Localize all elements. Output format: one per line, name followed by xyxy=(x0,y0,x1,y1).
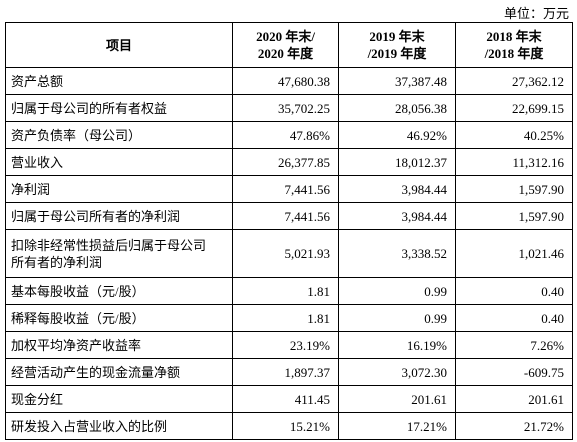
header-text: 2019 年末 xyxy=(369,29,425,44)
value-cell: 40.25% xyxy=(455,121,573,149)
row-label: 净利润 xyxy=(11,181,51,197)
row-label: 研发投入占营业收入的比例 xyxy=(11,418,168,434)
value-cell: 23.19% xyxy=(232,331,339,359)
row-label-cell: 资产负债率（母公司） xyxy=(5,121,233,149)
table-row: 稀释每股收益（元/股） 1.81 0.99 0.40 xyxy=(5,304,573,332)
table-row: 现金分红 411.45 201.61 201.61 xyxy=(5,385,573,413)
value-cell: 1,597.90 xyxy=(455,202,573,230)
row-label-cell: 加权平均净资产收益率 xyxy=(5,331,233,359)
value-cell: 0.40 xyxy=(455,304,573,332)
row-label-cell: 研发投入占营业收入的比例 xyxy=(5,412,233,440)
value-cell: 18,012.37 xyxy=(338,148,456,176)
table-row: 归属于母公司所有者的净利润 7,441.56 3,984.44 1,597.90 xyxy=(5,202,573,230)
value-cell: 0.40 xyxy=(455,277,573,305)
value-cell: 0.99 xyxy=(338,277,456,305)
value-cell: 7.26% xyxy=(455,331,573,359)
header-text: 2020 年末/ xyxy=(256,29,315,44)
row-label-cell: 归属于母公司所有者的净利润 xyxy=(5,202,233,230)
financial-table: 项目 2020 年末/2020 年度 2019 年末/2019 年度 2018 年末 /… xyxy=(5,22,573,440)
row-label-cell: 基本每股收益（元/股） xyxy=(5,277,233,305)
row-label: 扣除非经常性损益后归属于母公司 xyxy=(11,237,207,253)
row-label: 资产负债率（母公司） xyxy=(11,127,142,143)
table-row: 经营活动产生的现金流量净额 1,897.37 3,072.30 -609.75 xyxy=(5,358,573,386)
value-cell: 47,680.38 xyxy=(232,67,339,95)
value-cell: 201.61 xyxy=(338,385,456,413)
row-label: 现金分红 xyxy=(11,391,64,407)
value-cell: 5,021.93 xyxy=(232,229,339,278)
value-cell: 3,072.30 xyxy=(338,358,456,386)
value-cell: 28,056.38 xyxy=(338,94,456,122)
row-label-cell: 营业收入 xyxy=(5,148,233,176)
value-cell: 27,362.12 xyxy=(455,67,573,95)
table-row: 净利润 7,441.56 3,984.44 1,597.90 xyxy=(5,175,573,203)
table-row: 营业收入 26,377.85 18,012.37 11,312.16 xyxy=(5,148,573,176)
table-row: 资产总额 47,680.38 37,387.48 27,362.12 xyxy=(5,67,573,95)
table-row: 资产负债率（母公司） 47.86% 46.92% 40.25% xyxy=(5,121,573,149)
value-cell: 1,897.37 xyxy=(232,358,339,386)
row-label-cell: 扣除非经常性损益后归属于母公司 所有者的净利润 xyxy=(5,229,233,278)
value-cell: 16.19% xyxy=(338,331,456,359)
value-cell: 17.21% xyxy=(338,412,456,440)
table-row: 基本每股收益（元/股） 1.81 0.99 0.40 xyxy=(5,277,573,305)
value-cell: 7,441.56 xyxy=(232,202,339,230)
table-row: 加权平均净资产收益率 23.19% 16.19% 7.26% xyxy=(5,331,573,359)
value-cell: 15.21% xyxy=(232,412,339,440)
value-cell: 26,377.85 xyxy=(232,148,339,176)
value-cell: 22,699.15 xyxy=(455,94,573,122)
header-text: 项目 xyxy=(105,37,132,53)
unit-label: 单位：万元 xyxy=(503,6,569,21)
row-label-cell: 现金分红 xyxy=(5,385,233,413)
row-label-cell: 稀释每股收益（元/股） xyxy=(5,304,233,332)
row-label: 加权平均净资产收益率 xyxy=(11,337,142,353)
header-cell: 2020 年末/2020 年度 xyxy=(232,22,339,68)
row-label-cell: 资产总额 xyxy=(5,67,233,95)
table-row: 研发投入占营业收入的比例 15.21% 17.21% 21.72% xyxy=(5,412,573,440)
row-label: 经营活动产生的现金流量净额 xyxy=(11,364,181,380)
value-cell: 1,021.46 xyxy=(455,229,573,278)
table-row: 扣除非经常性损益后归属于母公司 所有者的净利润 5,021.93 3,338.52 1,… xyxy=(5,229,573,278)
header-cell: 2018 年末/2018 年度 xyxy=(455,22,573,68)
value-cell: 37,387.48 xyxy=(338,67,456,95)
value-cell: 3,338.52 xyxy=(338,229,456,278)
header-text: 2020 年度 xyxy=(257,46,314,61)
header-cell: 2019 年末/2019 年度 xyxy=(338,22,456,68)
table-body: 资产总额 47,680.38 37,387.48 27,362.12 归属于母公司的所有… xyxy=(5,67,573,440)
value-cell: 411.45 xyxy=(232,385,339,413)
value-cell: 3,984.44 xyxy=(338,202,456,230)
row-label: 稀释每股收益（元/股） xyxy=(11,310,145,326)
value-cell: 3,984.44 xyxy=(338,175,456,203)
table-row: 归属于母公司的所有者权益 35,702.25 28,056.38 22,699.15 xyxy=(5,94,573,122)
value-cell: 21.72% xyxy=(455,412,573,440)
value-cell: 1,597.90 xyxy=(455,175,573,203)
row-label: 营业收入 xyxy=(11,154,64,170)
row-label: 归属于母公司所有者的净利润 xyxy=(11,208,181,224)
value-cell: 11,312.16 xyxy=(455,148,573,176)
row-label-cell: 经营活动产生的现金流量净额 xyxy=(5,358,233,386)
header-cell: 项目 xyxy=(5,22,233,68)
value-cell: 1.81 xyxy=(232,304,339,332)
value-cell: 1.81 xyxy=(232,277,339,305)
value-cell: 0.99 xyxy=(338,304,456,332)
value-cell: 201.61 xyxy=(455,385,573,413)
row-label-cell: 净利润 xyxy=(5,175,233,203)
row-label-cell: 归属于母公司的所有者权益 xyxy=(5,94,233,122)
header-text: 2018 年末 xyxy=(486,29,542,44)
row-label: 基本每股收益（元/股） xyxy=(11,283,145,299)
header-text: /2018 年度 xyxy=(484,46,544,61)
value-cell: 7,441.56 xyxy=(232,175,339,203)
value-cell: 47.86% xyxy=(232,121,339,149)
header-row: 项目 2020 年末/2020 年度 2019 年末/2019 年度 2018 年末 /… xyxy=(5,22,573,68)
value-cell: 46.92% xyxy=(338,121,456,149)
value-cell: -609.75 xyxy=(455,358,573,386)
row-label: 资产总额 xyxy=(11,73,64,89)
row-label: 所有者的净利润 xyxy=(11,254,103,270)
row-label: 归属于母公司的所有者权益 xyxy=(11,100,168,116)
header-text: /2019 年度 xyxy=(367,46,427,61)
value-cell: 35,702.25 xyxy=(232,94,339,122)
